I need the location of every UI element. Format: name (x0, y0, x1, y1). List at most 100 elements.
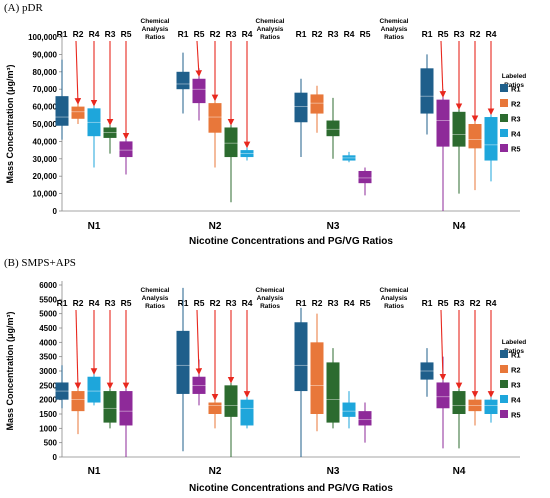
order-label-r5: R5 (360, 29, 371, 39)
y-tick-label: 5000 (39, 310, 57, 319)
y-axis-title: Mass Concentration (μg/m³) (5, 64, 15, 183)
y-tick-label: 2000 (39, 396, 57, 405)
legend-label-r1: R1 (511, 85, 521, 94)
box-n2-r1 (176, 71, 190, 90)
annotation-chemical-analysis-ratios: Analysis (381, 295, 408, 302)
arrow-n4-r5 (439, 40, 447, 98)
box-n1-r2 (71, 106, 85, 119)
box-n2-r5 (192, 78, 206, 104)
panel-label: (A) pDR (4, 2, 43, 14)
box-n2-r3 (224, 385, 238, 417)
box-n4-r5 (436, 99, 450, 147)
legend-label-r3: R3 (511, 115, 521, 124)
order-label-r2: R2 (73, 29, 84, 39)
arrow-n2-r5 (195, 40, 202, 77)
order-label-r1: R1 (296, 29, 307, 39)
order-label-r4: R4 (89, 298, 100, 308)
y-tick-label: 4000 (39, 338, 57, 347)
x-tick-label: N1 (88, 221, 101, 232)
order-label-r4: R4 (242, 29, 253, 39)
box-n2-r3 (224, 127, 238, 158)
x-tick-label: N4 (453, 221, 466, 232)
y-tick-label: 80,000 (33, 68, 58, 77)
box-n4-r3 (452, 111, 466, 147)
legend-label-r1: R1 (511, 351, 521, 360)
y-tick-label: 0 (53, 453, 58, 462)
box-n3-r2 (310, 342, 324, 414)
order-label-r2: R2 (210, 29, 221, 39)
order-label-r1: R1 (57, 298, 68, 308)
box-n3-r5 (358, 170, 372, 184)
legend-title: Ratios (504, 348, 524, 355)
x-tick-label: N2 (209, 221, 222, 232)
y-tick-label: 40,000 (33, 137, 58, 146)
y-tick-label: 70,000 (33, 85, 58, 94)
y-tick-label: 3500 (39, 353, 57, 362)
annotation-chemical-analysis-ratios: Chemical (141, 18, 170, 25)
legend-swatch-r2 (500, 99, 508, 107)
order-label-r3: R3 (454, 298, 465, 308)
annotation-chemical-analysis-ratios: Chemical (380, 287, 409, 294)
box-n1-r4 (87, 376, 101, 403)
y-tick-label: 6000 (39, 281, 57, 290)
arrow-n1-r2 (74, 40, 82, 105)
order-label-r1: R1 (296, 298, 307, 308)
annotation-chemical-analysis-ratios: Ratios (384, 303, 404, 310)
order-label-r1: R1 (57, 29, 68, 39)
box-n4-r1 (420, 68, 434, 114)
order-label-r5: R5 (360, 298, 371, 308)
annotation-chemical-analysis-ratios: Analysis (142, 295, 169, 302)
box-n1-r1 (55, 96, 69, 126)
panel-label: (B) SMPS+APS (4, 257, 76, 269)
box-n4-r4 (484, 399, 498, 414)
legend-label-r3: R3 (511, 381, 521, 390)
x-tick-label: N3 (327, 466, 340, 477)
order-label-r5: R5 (438, 29, 449, 39)
y-tick-label: 100,000 (28, 33, 57, 42)
legend-swatch-r4 (500, 129, 508, 137)
legend-swatch-r1 (500, 84, 508, 92)
order-label-r2: R2 (312, 29, 323, 39)
order-label-r5: R5 (194, 29, 205, 39)
order-label-r4: R4 (486, 29, 497, 39)
legend-swatch-r5 (500, 144, 508, 152)
order-label-r3: R3 (328, 29, 339, 39)
annotation-chemical-analysis-ratios: Chemical (256, 18, 285, 25)
y-tick-label: 30,000 (33, 155, 58, 164)
legend-label-r5: R5 (511, 411, 521, 420)
x-tick-label: N4 (453, 466, 466, 477)
y-tick-label: 5500 (39, 295, 57, 304)
annotation-chemical-analysis-ratios: Analysis (257, 26, 284, 33)
x-axis-title: Nicotine Concentrations and PG/VG Ratios (189, 483, 393, 494)
box-n3-r5 (358, 411, 372, 426)
annotation-chemical-analysis-ratios: Chemical (256, 287, 285, 294)
box-n4-r4 (484, 117, 498, 161)
y-tick-label: 3000 (39, 367, 57, 376)
legend-title: Ratios (504, 82, 524, 89)
x-tick-label: N3 (327, 221, 340, 232)
arrow-n2-r5 (195, 309, 203, 375)
box-n3-r3 (326, 120, 340, 137)
order-label-r2: R2 (210, 298, 221, 308)
y-tick-label: 50,000 (33, 120, 58, 129)
annotation-chemical-analysis-ratios: Ratios (145, 34, 165, 41)
annotation-chemical-analysis-ratios: Chemical (141, 287, 170, 294)
legend-swatch-r2 (500, 365, 508, 373)
legend-title: Labeled (502, 339, 527, 346)
box-n1-r5 (119, 141, 133, 158)
legend-swatch-r5 (500, 410, 508, 418)
order-label-r1: R1 (178, 29, 189, 39)
legend-label-r4: R4 (511, 396, 521, 405)
box-n1-r2 (71, 391, 85, 412)
order-label-r5: R5 (121, 29, 132, 39)
box-n4-r3 (452, 391, 466, 414)
legend-swatch-r3 (500, 114, 508, 122)
order-label-r5: R5 (194, 298, 205, 308)
order-label-r4: R4 (89, 29, 100, 39)
arrow-n4-r5 (439, 309, 447, 381)
y-tick-label: 60,000 (33, 103, 58, 112)
box-n3-r1 (294, 92, 308, 123)
annotation-chemical-analysis-ratios: Analysis (142, 26, 169, 33)
order-label-r4: R4 (344, 29, 355, 39)
